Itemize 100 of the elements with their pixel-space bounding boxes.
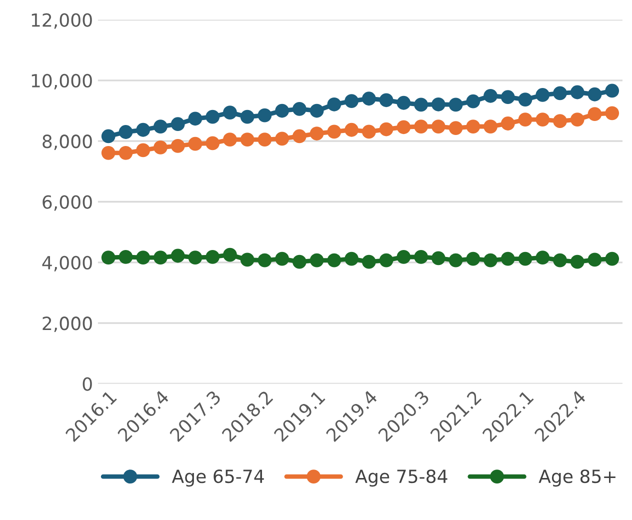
point <box>605 106 620 120</box>
point <box>414 250 428 264</box>
point <box>188 112 202 126</box>
point <box>223 132 237 147</box>
point <box>188 250 202 265</box>
point <box>223 106 237 120</box>
point <box>588 87 602 102</box>
point <box>570 112 584 126</box>
point <box>570 85 584 100</box>
point <box>101 129 116 144</box>
y-tick-label: 0 <box>82 377 92 391</box>
point <box>518 252 532 266</box>
point <box>292 129 306 144</box>
point <box>466 252 480 266</box>
point <box>170 139 185 153</box>
point <box>466 120 480 134</box>
point <box>223 248 237 262</box>
point <box>588 107 602 122</box>
point <box>310 253 324 268</box>
point <box>518 112 532 126</box>
point <box>118 250 133 264</box>
point <box>118 146 133 160</box>
point <box>206 136 220 150</box>
point <box>206 250 220 264</box>
point <box>500 90 515 104</box>
point <box>240 252 254 267</box>
legend-label: Age 85+ <box>538 469 616 487</box>
point <box>518 92 532 106</box>
y-tick-label: 2,000 <box>42 316 92 332</box>
point <box>362 92 376 106</box>
point <box>258 253 272 268</box>
legend-label: Age 65-74 <box>172 469 264 487</box>
point <box>344 252 358 266</box>
point <box>136 122 150 137</box>
point <box>414 120 428 134</box>
point <box>553 253 567 268</box>
point <box>396 120 411 134</box>
point <box>484 253 498 268</box>
point <box>379 253 394 268</box>
point <box>570 254 584 269</box>
point <box>431 251 446 266</box>
point <box>188 136 202 151</box>
point <box>536 112 550 126</box>
point <box>101 146 116 160</box>
point <box>118 125 133 139</box>
point <box>154 250 168 265</box>
point <box>170 117 185 132</box>
point <box>170 248 185 263</box>
point <box>484 120 498 134</box>
point <box>500 116 515 130</box>
point <box>275 252 290 266</box>
point <box>605 84 620 98</box>
point <box>292 102 306 116</box>
point <box>136 250 150 265</box>
point <box>396 250 411 264</box>
point <box>258 108 272 122</box>
point <box>484 88 498 103</box>
y-tick-label: 10,000 <box>32 74 92 90</box>
point <box>553 114 567 128</box>
point <box>605 252 620 266</box>
point <box>275 132 290 146</box>
point <box>292 254 306 269</box>
y-tick-label: 6,000 <box>42 195 92 211</box>
point <box>536 88 550 102</box>
point <box>240 132 254 147</box>
point <box>448 253 463 268</box>
point <box>275 104 290 118</box>
point <box>362 254 376 269</box>
point <box>310 104 324 118</box>
point <box>344 94 358 108</box>
point <box>379 122 394 136</box>
point <box>536 250 550 265</box>
point <box>136 143 150 158</box>
point <box>448 121 463 135</box>
legend-label: Age 75-84 <box>355 469 448 487</box>
point <box>344 122 358 137</box>
point <box>588 252 602 267</box>
y-tick-label: 12,000 <box>32 13 92 29</box>
point <box>414 98 428 112</box>
point <box>396 96 411 110</box>
point <box>327 124 342 139</box>
point <box>500 252 515 266</box>
point <box>310 126 324 140</box>
y-tick-label: 8,000 <box>42 134 92 150</box>
point <box>154 140 168 154</box>
point <box>431 120 446 134</box>
point <box>206 110 220 124</box>
point <box>240 110 254 124</box>
point <box>553 86 567 100</box>
point <box>327 97 342 112</box>
point <box>466 94 480 108</box>
point <box>258 132 272 147</box>
point <box>101 250 116 265</box>
point <box>154 120 168 134</box>
point <box>431 97 446 112</box>
y-tick-label: 4,000 <box>42 256 92 272</box>
point <box>379 93 394 108</box>
point <box>362 124 376 139</box>
point <box>327 253 342 268</box>
point <box>448 98 463 112</box>
